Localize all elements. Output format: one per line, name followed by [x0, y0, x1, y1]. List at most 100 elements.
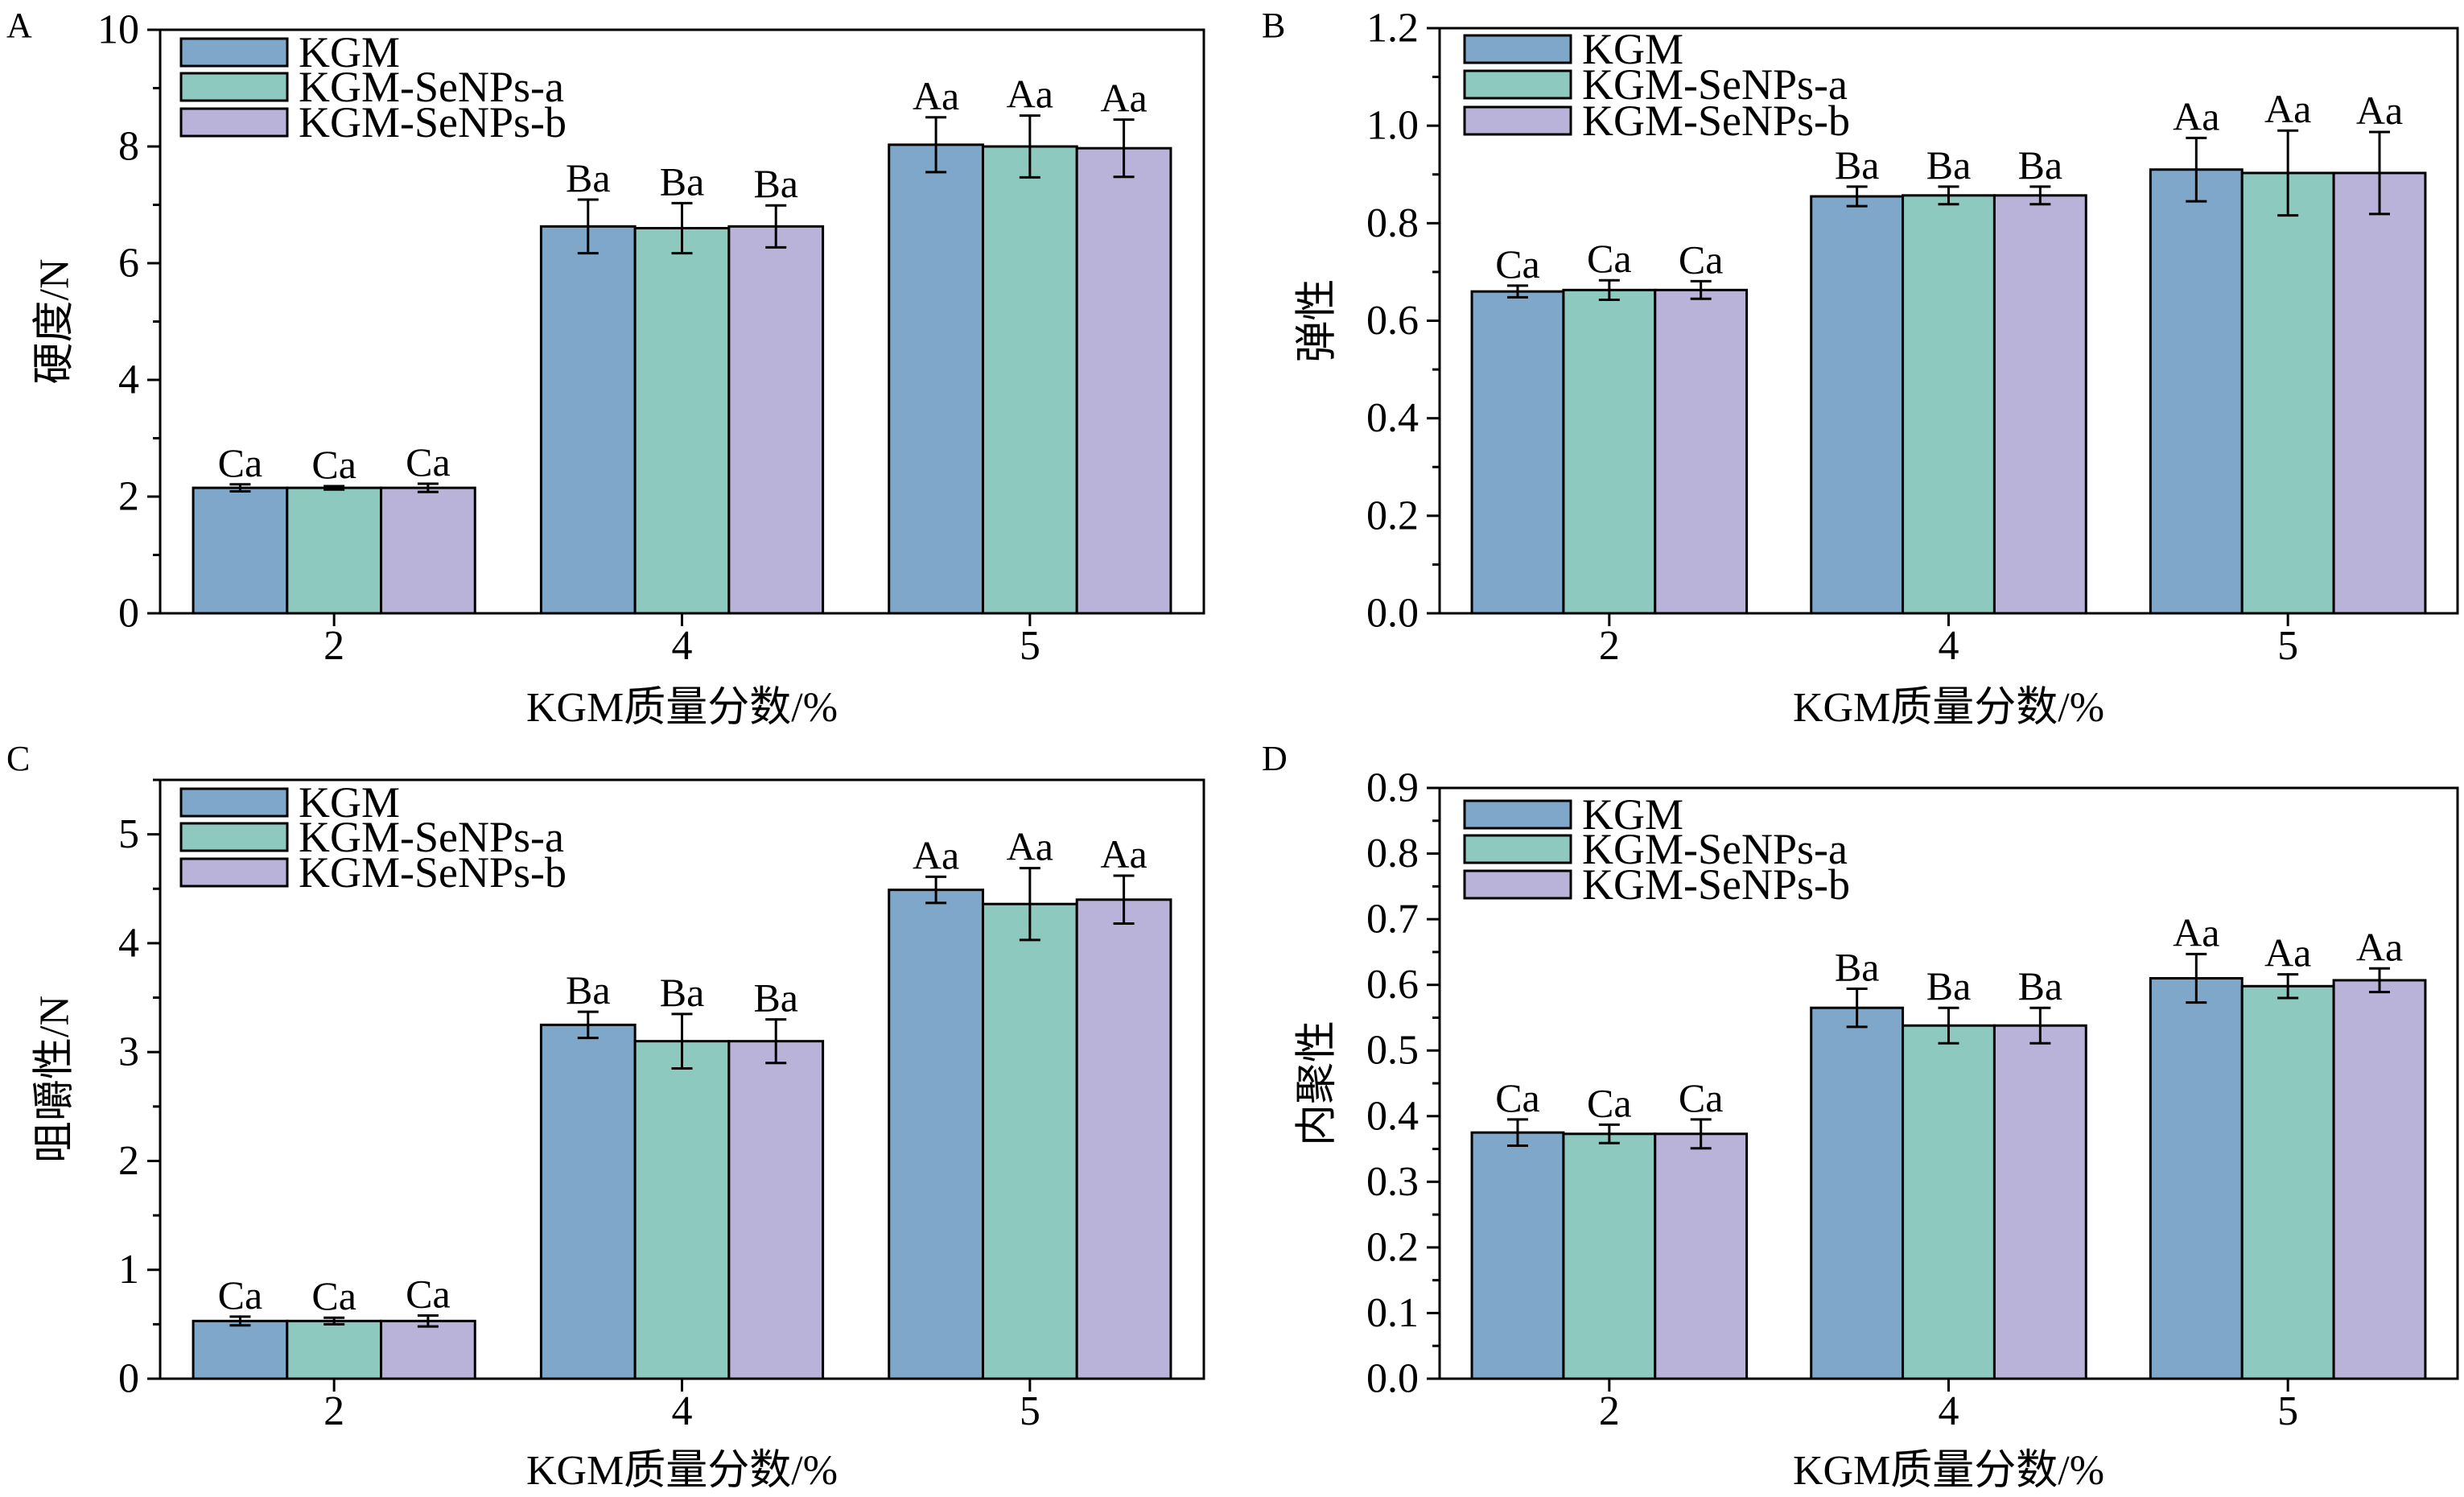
error-bar-kgm-senps-b-x5 — [2369, 967, 2391, 994]
x-tick-label: 4 — [1939, 623, 1959, 669]
x-axis-title: KGM质量分数/% — [526, 1448, 838, 1494]
error-bar-kgm-x5 — [925, 875, 947, 905]
bar-kgm-senps-b-x2 — [1654, 288, 1749, 615]
error-bar-kgm-senps-b-x4 — [2029, 1006, 2051, 1045]
panel-a: A Ca Ba Aa Ca Ba Aa Ca Ba Aa 0 2 4 6 8 10 2 4 5 KGM质量分数/% 硬度… — [6, 6, 1205, 731]
legend-swatch-kgm-senps-a — [1463, 69, 1572, 100]
bar-kgm-senps-b-x2 — [1654, 1132, 1749, 1380]
y-tick-label: 0.9 — [1366, 765, 1419, 811]
legend-label-kgm-senps-b: KGM-SeNPs-b — [299, 98, 567, 146]
bar-kgm-senps-a-x4 — [633, 227, 731, 615]
significance-label-kgm-senps-b-x4: Ba — [2018, 963, 2063, 1008]
panel-d: D Ca Ba Aa Ca Ba Aa Ca Ba Aa 0.0 0.1 0.2 0.3 0.4 0.5 0.6… — [1262, 739, 2459, 1494]
bar-kgm-x4 — [1810, 195, 1905, 615]
significance-label-kgm-senps-b-x5: Aa — [2356, 88, 2403, 133]
significance-label-kgm-senps-b-x2: Ca — [406, 439, 451, 485]
error-bar-kgm-senps-a-x4 — [1938, 1006, 1959, 1045]
significance-label-kgm-senps-b-x4: Ba — [753, 161, 798, 206]
y-axis-title: 内聚性 — [1295, 1021, 1341, 1146]
error-bar-kgm-x2 — [1506, 284, 1528, 299]
error-bar-kgm-senps-a-x5 — [2277, 973, 2299, 1000]
x-tick-label: 4 — [672, 1388, 693, 1434]
y-tick-label: 0.1 — [1366, 1290, 1419, 1336]
x-tick-label: 5 — [2277, 1388, 2298, 1434]
significance-label-kgm-x2: Ca — [218, 1272, 263, 1318]
bar-kgm-senps-a-x4 — [633, 1040, 731, 1380]
y-axis: 0.0 0.1 0.2 0.3 0.4 0.5 0.6 0.7 0.8 0.9 — [1366, 765, 1440, 1402]
x-axis: 2 4 5 — [323, 1379, 1040, 1434]
x-tick-label: 5 — [1020, 1388, 1040, 1434]
significance-label-kgm-senps-a-x4: Ba — [1926, 142, 1972, 188]
y-tick-label: 0.8 — [1366, 200, 1419, 246]
y-tick-label: 0.0 — [1366, 591, 1419, 637]
panel-b: B Ca Ba Aa Ca Ba Aa Ca Ba Aa 0.0 0.2 0.4 0.6 0.8 1.0 1.2… — [1262, 6, 2459, 731]
error-bar-kgm-x5 — [2186, 136, 2207, 203]
error-bar-kgm-x4 — [577, 198, 599, 255]
significance-label-kgm-senps-a-x2: Ca — [311, 442, 356, 487]
y-tick-label: 0.3 — [1366, 1159, 1419, 1205]
y-tick-label: 3 — [118, 1029, 139, 1075]
bar-kgm-senps-b-x4 — [1992, 1024, 2087, 1380]
error-bar-kgm-senps-b-x5 — [1113, 874, 1135, 926]
legend-label-kgm-senps-a: KGM-SeNPs-a — [299, 63, 564, 111]
error-bar-kgm-x2 — [1506, 1118, 1528, 1147]
significance-label-kgm-senps-b-x4: Ba — [753, 975, 798, 1021]
significance-label-kgm-x5: Aa — [913, 73, 959, 118]
bar-kgm-x2 — [192, 1319, 289, 1380]
y-axis: 0 2 4 6 8 10 — [97, 7, 160, 637]
significance-label-kgm-senps-a-x4: Ba — [660, 159, 705, 204]
y-tick-label: 0.6 — [1366, 962, 1419, 1008]
error-bar-kgm-x4 — [1846, 185, 1868, 208]
bar-kgm-senps-b-x4 — [1992, 194, 2087, 615]
bar-kgm-senps-b-x5 — [1075, 146, 1172, 615]
y-tick-label: 10 — [97, 7, 139, 53]
bar-kgm-x2 — [192, 486, 289, 615]
error-bar-kgm-senps-a-x5 — [1019, 114, 1040, 179]
significance-label-kgm-x2: Ca — [1495, 241, 1540, 287]
legend-label-kgm-senps-a: KGM-SeNPs-a — [1582, 60, 1848, 109]
significance-label-kgm-senps-a-x5: Aa — [2264, 86, 2311, 131]
y-tick-label: 6 — [118, 241, 139, 287]
error-bar-kgm-senps-b-x5 — [2369, 130, 2391, 216]
error-bar-kgm-senps-a-x2 — [1598, 278, 1620, 301]
legend-label-kgm: KGM — [299, 28, 400, 76]
bar-kgm-senps-a-x5 — [981, 145, 1078, 615]
bar-kgm-senps-a-x4 — [1902, 1024, 1996, 1380]
significance-label-kgm-x5: Aa — [2173, 93, 2219, 138]
y-axis-title: 咀嚼性/N — [32, 996, 78, 1163]
significance-label-kgm-senps-b-x2: Ca — [406, 1272, 451, 1317]
significance-label-kgm-x4: Ba — [566, 155, 611, 200]
significance-label-kgm-senps-b-x5: Aa — [1100, 76, 1147, 121]
error-bar-kgm-senps-b-x2 — [417, 1314, 439, 1328]
y-axis-title: 硬度/N — [32, 258, 78, 384]
y-tick-label: 5 — [118, 811, 139, 857]
y-tick-label: 1.2 — [1366, 6, 1419, 52]
x-axis-title: KGM质量分数/% — [1793, 1448, 2104, 1494]
x-axis-title: KGM质量分数/% — [526, 685, 838, 731]
bar-kgm-x4 — [539, 1023, 637, 1380]
error-bar-kgm-x5 — [2186, 952, 2207, 1004]
y-tick-label: 2 — [118, 1138, 139, 1184]
legend-label-kgm: KGM — [1582, 790, 1683, 839]
legend-label-kgm: KGM — [299, 778, 400, 827]
y-tick-label: 0 — [118, 1356, 139, 1402]
significance-label-kgm-senps-a-x2: Ca — [1587, 1080, 1632, 1125]
bar-kgm-senps-b-x2 — [380, 486, 476, 615]
x-tick-label: 2 — [1599, 1388, 1620, 1434]
error-bar-kgm-x5 — [925, 116, 947, 174]
error-bar-kgm-senps-a-x4 — [1938, 185, 1959, 206]
legend-swatch-kgm-senps-b — [179, 857, 289, 888]
legend-swatch-kgm-senps-b — [1463, 105, 1572, 136]
significance-label-kgm-senps-a-x5: Aa — [1007, 72, 1053, 117]
error-bar-kgm-senps-b-x4 — [765, 1018, 787, 1065]
bar-kgm-x5 — [888, 143, 984, 615]
y-tick-label: 4 — [118, 357, 139, 403]
y-tick-label: 1 — [118, 1247, 139, 1293]
legend-swatch-kgm-senps-a — [179, 822, 289, 852]
y-tick-label: 4 — [118, 920, 139, 966]
bar-kgm-senps-a-x5 — [2240, 984, 2335, 1380]
significance-label-kgm-x2: Ca — [1495, 1075, 1540, 1120]
